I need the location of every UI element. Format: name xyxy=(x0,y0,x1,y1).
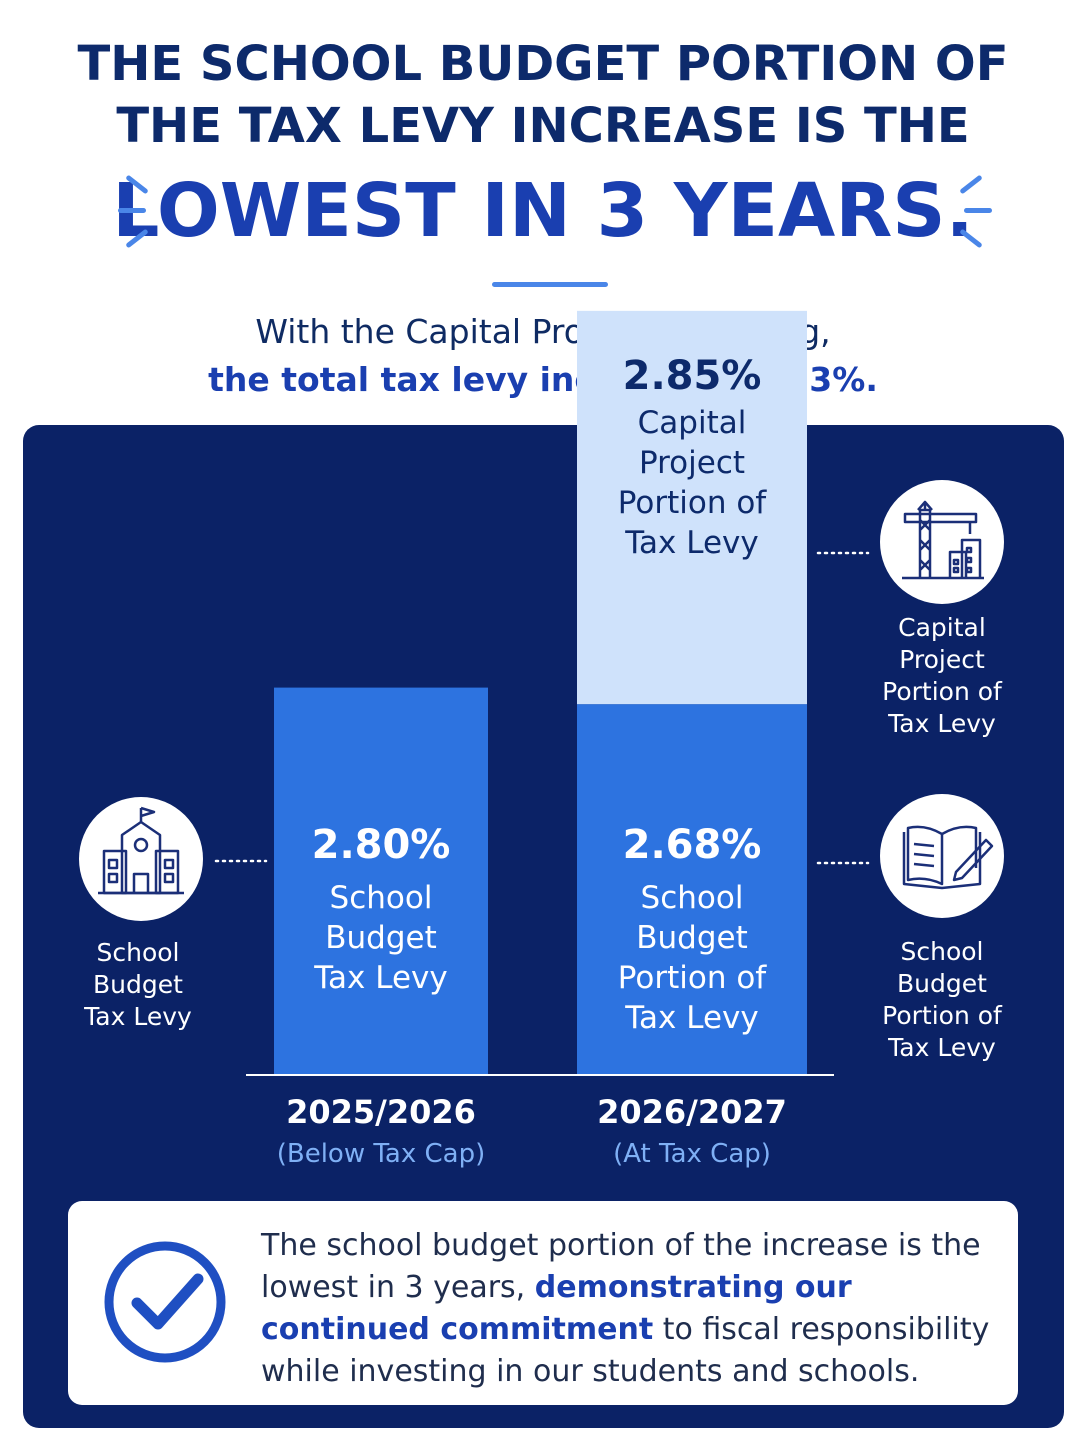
side-label-left-line-2: Budget xyxy=(93,970,183,999)
bar-label-capital-2-line-3: Portion of xyxy=(618,485,768,521)
bar-label-school-2-line-2: Budget xyxy=(636,920,748,956)
data-label-capital-2: 2.85% xyxy=(623,353,762,399)
x-tick-label-2: 2026/2027 xyxy=(597,1093,787,1131)
callout-text: The school budget portion of the increas… xyxy=(261,1225,1001,1393)
x-tick-note-2: (At Tax Cap) xyxy=(613,1139,771,1169)
bar-label-school-2-line-4: Tax Levy xyxy=(624,1000,759,1036)
side-label-right-bottom-line-3: Portion of xyxy=(882,1001,1003,1030)
bar-label-school-2-line-1: School xyxy=(641,880,744,916)
side-label-left-line-3: Tax Levy xyxy=(83,1002,192,1031)
title-line-1: THE SCHOOL BUDGET PORTION OF xyxy=(77,36,1009,92)
callout-text-part1: The school budget portion of the increas… xyxy=(261,1228,981,1305)
bar-label-school-1-line-2: Budget xyxy=(325,920,437,956)
checkmark-circle-icon xyxy=(104,1241,226,1363)
bar-label-school-2-line-3: Portion of xyxy=(618,960,768,996)
x-tick-label-1: 2025/2026 xyxy=(286,1093,476,1131)
bar-label-capital-2-line-4: Tax Levy xyxy=(624,525,759,561)
side-label-right-top-line-2: Project xyxy=(899,645,985,674)
side-label-right-top-line-1: Capital xyxy=(898,613,986,642)
side-label-right-bottom-line-4: Tax Levy xyxy=(887,1033,996,1062)
summary-callout: The school budget portion of the increas… xyxy=(68,1201,1018,1405)
data-label-school-2: 2.68% xyxy=(623,822,762,868)
side-label-right-bottom-line-2: Budget xyxy=(897,969,987,998)
side-label-right-top-line-3: Portion of xyxy=(882,677,1003,706)
bar-school-budget-2 xyxy=(577,704,807,1074)
side-label-left-line-1: School xyxy=(97,938,180,967)
bar-capital-project-2 xyxy=(577,310,807,705)
callout-highlight: demonstrating our continued commitment xyxy=(261,1270,852,1347)
construction-crane-icon xyxy=(880,480,1004,604)
data-label-school-1: 2.80% xyxy=(312,822,451,868)
side-label-right-top-line-4: Tax Levy xyxy=(887,709,996,738)
side-label-right-bottom-line-1: School xyxy=(901,937,984,966)
school-building-icon xyxy=(79,797,203,921)
title-line-2: THE TAX LEVY INCREASE IS THE xyxy=(116,98,970,154)
x-tick-note-1: (Below Tax Cap) xyxy=(277,1139,486,1169)
open-book-pencil-icon xyxy=(880,794,1004,918)
bar-label-capital-2-line-1: Capital xyxy=(638,405,747,441)
bar-label-school-1-line-1: School xyxy=(330,880,433,916)
bar-label-school-1-line-3: Tax Levy xyxy=(313,960,448,996)
callout-text-part2: to fiscal responsibility while investing… xyxy=(261,1312,990,1389)
title-divider xyxy=(492,282,608,287)
bar-school-budget-1 xyxy=(274,687,488,1074)
bar-label-capital-2-line-2: Project xyxy=(639,445,745,481)
title-line-3: LOWEST IN 3 YEARS. xyxy=(112,168,974,254)
